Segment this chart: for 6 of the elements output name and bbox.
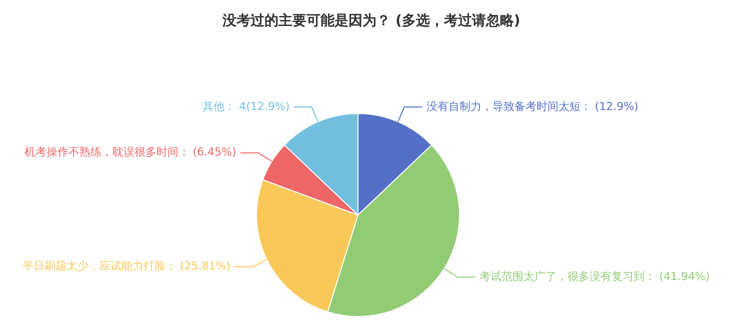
slice-label: 没有自制力，导致备考时间太短： (12.9%) xyxy=(426,100,638,113)
slice-label: 平日刷题太少，应试能力打脸： (25.81%) xyxy=(22,260,230,273)
slice-label: 其他： 4(12.9%) xyxy=(202,100,290,113)
slice-label: 机考操作不熟练，耽误很多时间： (6.45%) xyxy=(24,146,236,159)
chart-title: 没考过的主要可能是因为？ (多选，考过请忽略) xyxy=(222,12,522,30)
slice-label: 考试范围太广了，很多没有复习到： (41.94%) xyxy=(480,270,710,284)
